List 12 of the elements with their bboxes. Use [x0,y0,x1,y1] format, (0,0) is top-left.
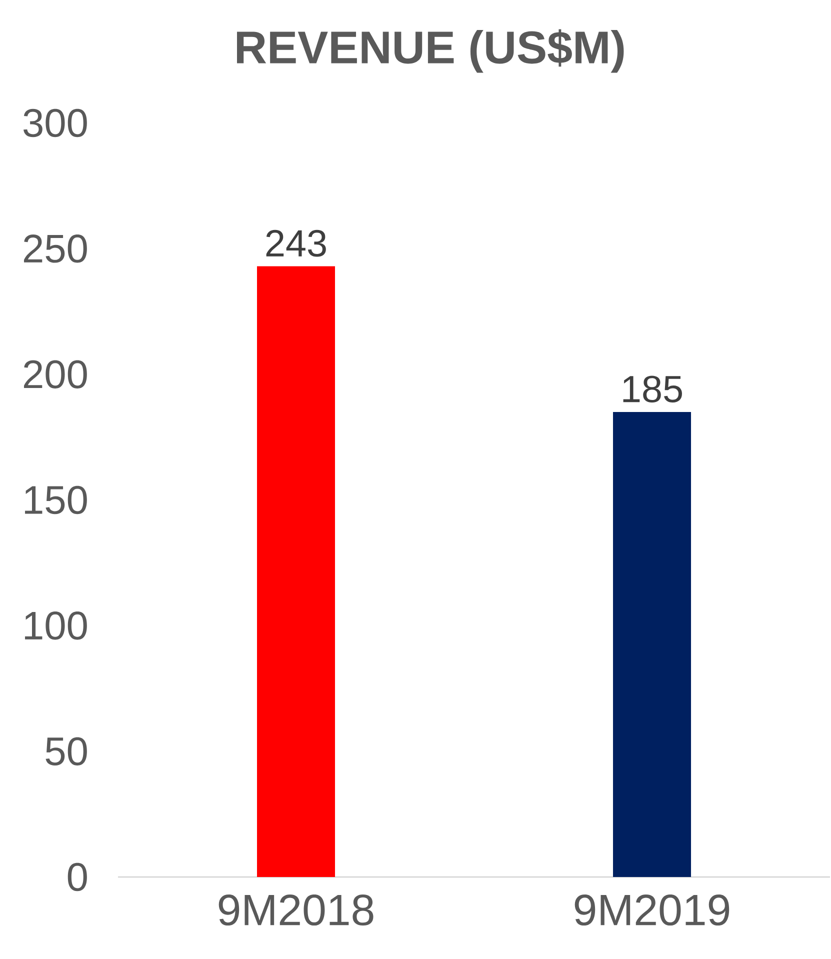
data-label: 243 [266,230,326,257]
chart-title: REVENUE (US$M) [237,29,624,73]
data-label: 185 [623,376,682,403]
y-tick-label: 250 [24,234,87,263]
y-tick-label: 0 [68,862,87,892]
y-tick-label: 150 [25,486,87,514]
y-tick-label: 200 [24,360,87,388]
y-tick-label: 50 [46,737,87,766]
x-tick-label: 9M2019 [574,894,730,926]
x-tick-label: 9M2018 [218,894,374,926]
y-tick-label: 300 [24,108,87,138]
y-tick-label: 100 [25,612,87,640]
